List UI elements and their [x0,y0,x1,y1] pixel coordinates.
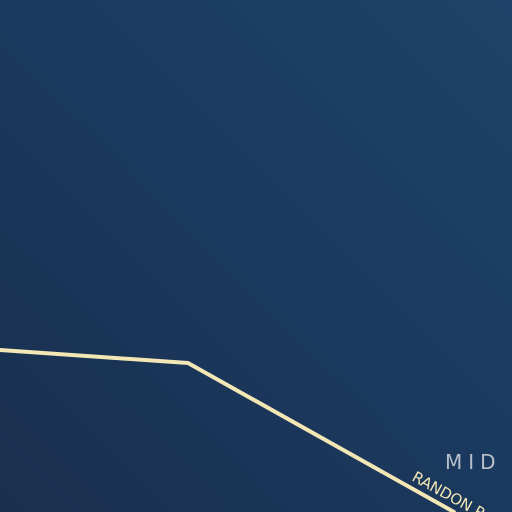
area-label: MID [445,450,502,474]
road-line [0,348,456,512]
road-label: RANDON R [409,468,489,512]
